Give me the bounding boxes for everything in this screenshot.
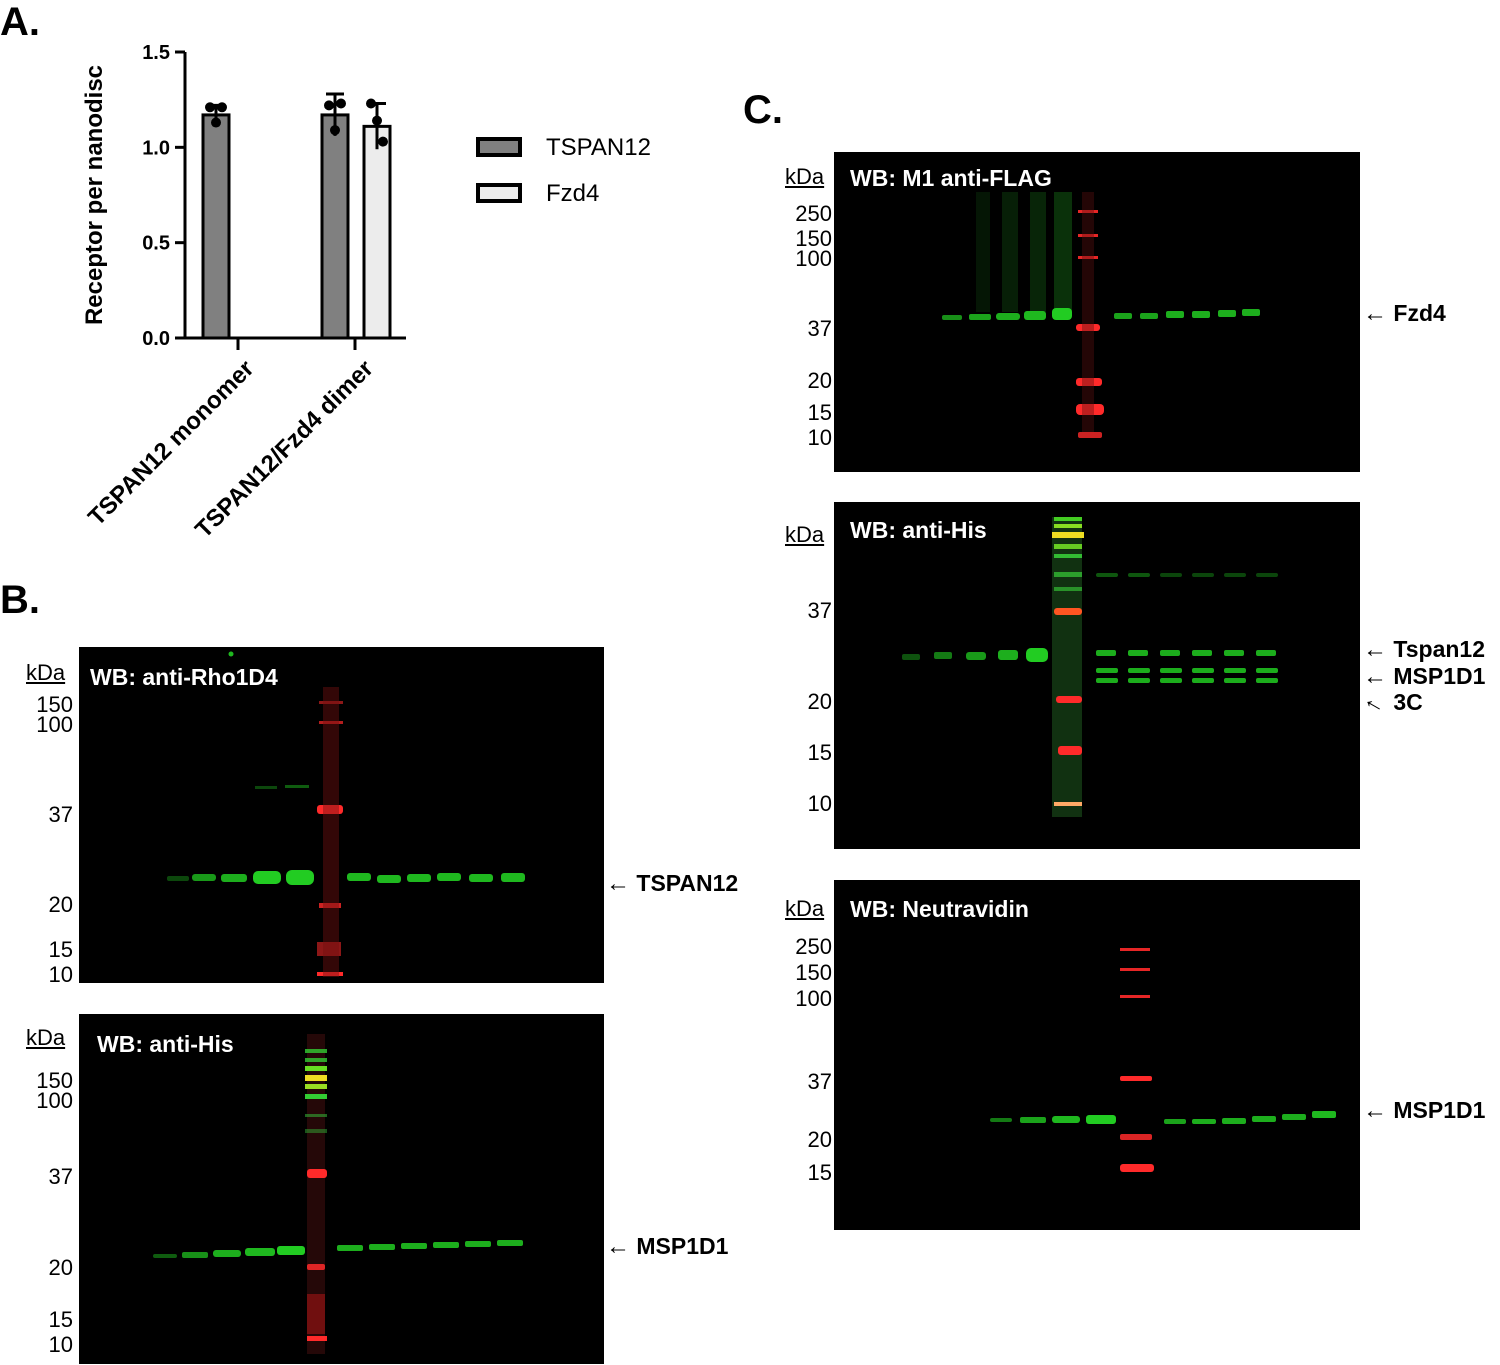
kda-header-c1: kDa: [785, 164, 825, 189]
panel-a-letter: A.: [0, 0, 40, 44]
bar-tspan12-1: [320, 113, 350, 340]
kda-header-c3: kDa: [785, 896, 825, 921]
panel-c-letter: C.: [743, 88, 783, 132]
kda-c3-150: 150: [795, 960, 832, 985]
kda-c3-15: 15: [807, 1160, 832, 1185]
kda-header-c2: kDa: [785, 522, 825, 547]
kda-b1-15: 15: [48, 937, 73, 962]
legend-swatch-tspan12: [476, 137, 522, 157]
kda-c3-250: 250: [795, 934, 832, 959]
blot-c-his: WB: anti-His: [834, 502, 1360, 849]
band-label-c3-text: MSP1D1: [1393, 1097, 1486, 1123]
left-arrow-icon: ←: [1363, 300, 1387, 327]
y-axis-label-text: Receptor per nanodisc: [81, 64, 108, 326]
blot-c-neutravidin: WB: Neutravidin: [834, 880, 1360, 1230]
band-label-c2-tspan12-text: Tspan12: [1393, 636, 1485, 662]
kda-b2-10: 10: [48, 1332, 73, 1357]
y-tick-label: 1.0: [142, 137, 170, 159]
data-point: [336, 98, 346, 109]
data-point: [205, 102, 215, 113]
data-point: [330, 125, 340, 136]
kda-c3-20: 20: [807, 1127, 832, 1152]
kda-c3-100: 100: [795, 986, 832, 1011]
kda-b1-10: 10: [48, 962, 73, 987]
kda-b1-100: 100: [36, 712, 73, 737]
band-label-b2: ← MSP1D1: [606, 1235, 728, 1259]
bar-fzd4-1: [362, 124, 392, 340]
data-point: [372, 115, 382, 126]
band-label-c2-msp1d1: ← MSP1D1: [1363, 665, 1485, 689]
left-arrow-icon: ←: [606, 870, 630, 897]
blot-c-flag-image: [942, 192, 1260, 438]
kda-c1-37: 37: [807, 316, 832, 341]
blot-c-neutravidin-title: WB: Neutravidin: [850, 896, 1029, 922]
bar-chart: 0.0 0.5 1.0 1.5: [142, 42, 406, 350]
y-tick-label: 0.0: [142, 328, 170, 350]
blot-c-neutravidin-image: [990, 948, 1336, 1172]
band-label-c2-tspan12: ← Tspan12: [1363, 638, 1485, 662]
kda-c1-100: 100: [795, 246, 832, 271]
kda-c1-10: 10: [807, 425, 832, 450]
data-point: [378, 136, 388, 147]
y-tick-label: 1.5: [142, 42, 170, 64]
kda-c1-20: 20: [807, 368, 832, 393]
band-label-c1: ← Fzd4: [1363, 302, 1446, 326]
kda-b2-37: 37: [48, 1164, 73, 1189]
band-label-c1-text: Fzd4: [1393, 300, 1446, 326]
legend-label-fzd4: Fzd4: [546, 180, 600, 207]
legend-label-tspan12: TSPAN12: [546, 134, 651, 161]
blot-c-flag-title: WB: M1 anti-FLAG: [850, 165, 1052, 191]
kda-b1-150: 150: [36, 692, 73, 717]
left-arrow-icon: ←: [1363, 636, 1387, 663]
left-arrow-icon: ←: [1363, 1097, 1387, 1124]
data-point: [324, 100, 334, 111]
blot-b-rho1d4-image: [167, 651, 525, 977]
band-label-c3: ← MSP1D1: [1363, 1099, 1485, 1123]
panel-b-letter: B.: [0, 578, 40, 622]
kda-header-b1: kDa: [26, 660, 66, 685]
data-point: [211, 117, 221, 128]
kda-b2-15: 15: [48, 1307, 73, 1332]
blot-c-his-title: WB: anti-His: [850, 517, 987, 543]
kda-c1-250: 250: [795, 201, 832, 226]
band-label-b1: ← TSPAN12: [606, 872, 738, 896]
data-point: [217, 102, 227, 113]
kda-c2-20: 20: [807, 689, 832, 714]
kda-c3-37: 37: [807, 1069, 832, 1094]
kda-b2-100: 100: [36, 1088, 73, 1113]
kda-header-b2: kDa: [26, 1025, 66, 1050]
bar-tspan12-0: [201, 113, 231, 340]
kda-b1-20: 20: [48, 892, 73, 917]
band-label-b1-text: TSPAN12: [636, 870, 739, 896]
kda-c2-37: 37: [807, 598, 832, 623]
blot-b-rho1d4: WB: anti-Rho1D4: [79, 647, 604, 983]
blot-b-rho1d4-title: WB: anti-Rho1D4: [90, 664, 278, 690]
y-tick-label: 0.5: [142, 233, 170, 255]
kda-b1-37: 37: [48, 802, 73, 827]
band-label-c2-msp1d1-text: MSP1D1: [1393, 663, 1486, 689]
blot-b-his: WB: anti-His: [79, 1014, 604, 1364]
left-arrow-icon: ←: [606, 1233, 630, 1260]
blot-c-his-image: [902, 517, 1278, 817]
blot-b-his-title: WB: anti-His: [97, 1031, 234, 1057]
diagonal-arrow-icon: ←: [1358, 684, 1393, 721]
kda-c1-15: 15: [807, 400, 832, 425]
blot-c-flag: WB: M1 anti-FLAG: [834, 152, 1360, 472]
kda-c1-150: 150: [795, 226, 832, 251]
data-point: [366, 98, 376, 109]
blot-b-his-image: [153, 1034, 523, 1354]
kda-b2-20: 20: [48, 1255, 73, 1280]
kda-b2-150: 150: [36, 1068, 73, 1093]
band-label-c2-3c-text: 3C: [1393, 689, 1423, 715]
band-label-c2-3c: ← 3C: [1358, 685, 1423, 720]
legend-swatch-fzd4: [476, 183, 522, 203]
kda-c2-15: 15: [807, 740, 832, 765]
band-label-b2-text: MSP1D1: [636, 1233, 729, 1259]
left-arrow-icon: ←: [1363, 663, 1387, 690]
kda-c2-10: 10: [807, 791, 832, 816]
